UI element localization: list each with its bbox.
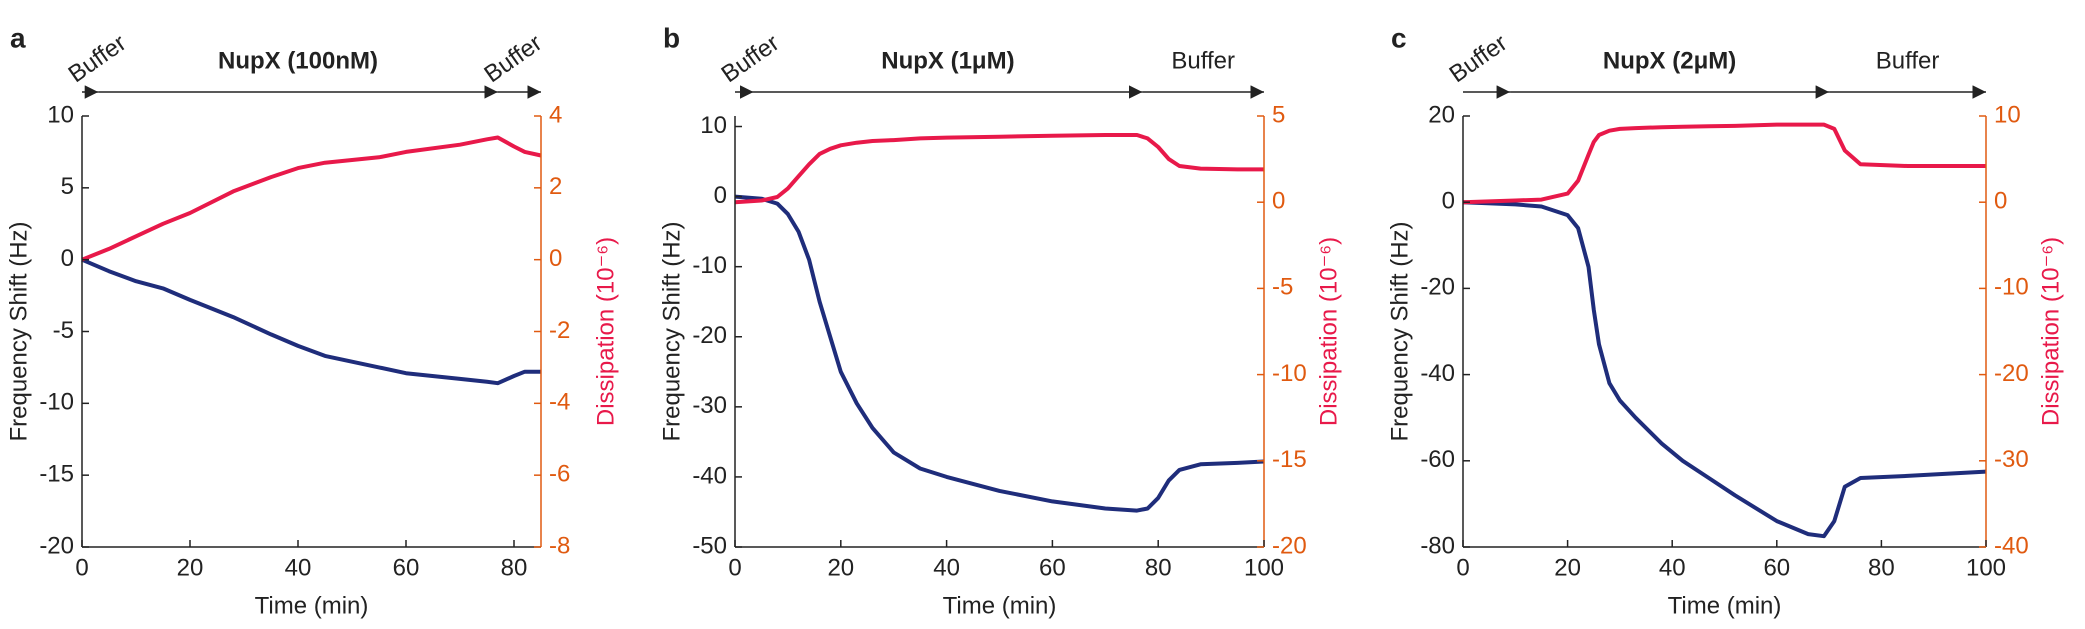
y2-tick-label: 0	[1272, 188, 1285, 215]
x-tick-label: 40	[933, 554, 960, 581]
y-axis-label: Frequency Shift (Hz)	[658, 221, 685, 441]
data-line	[81, 135, 542, 262]
y-tick-label: -80	[1420, 532, 1455, 559]
x-tick-label: 80	[1868, 554, 1895, 581]
y-tick-label: -5	[53, 317, 74, 344]
y-tick-label: -40	[1420, 360, 1455, 387]
y2-axis-label: Dissipation (10⁻⁶)	[2037, 237, 2064, 426]
x-tick-label: 60	[393, 554, 420, 581]
y2-tick-label: -5	[1272, 274, 1293, 301]
phase-label: Buffer	[1171, 47, 1235, 74]
x-axis-label: Time (min)	[1668, 592, 1782, 619]
y2-tick-label: 5	[1272, 101, 1285, 128]
y-tick-label: 0	[714, 182, 727, 209]
phase-label: NupX (1μM)	[881, 47, 1014, 74]
panel-label: a	[10, 22, 26, 53]
x-tick-label: 20	[827, 554, 854, 581]
x-axis-label: Time (min)	[943, 592, 1057, 619]
y2-tick-label: -15	[1272, 446, 1307, 473]
x-tick-label: 60	[1763, 554, 1790, 581]
data-line	[734, 194, 1265, 513]
y2-tick-label: -6	[549, 461, 570, 488]
y-tick-label: -60	[1420, 446, 1455, 473]
y2-tick-label: -20	[1272, 532, 1307, 559]
data-line	[1462, 200, 1987, 539]
y-tick-label: 10	[47, 101, 74, 128]
x-tick-label: 80	[1145, 554, 1172, 581]
y2-tick-label: 10	[1994, 101, 2021, 128]
y2-tick-label: 4	[549, 101, 562, 128]
y2-tick-label: -8	[549, 532, 570, 559]
y-tick-label: 0	[61, 245, 74, 272]
phase-label: NupX (100nM)	[218, 47, 378, 74]
y2-tick-label: 0	[1994, 188, 2007, 215]
y2-tick-label: -4	[549, 389, 570, 416]
x-axis-label: Time (min)	[255, 592, 369, 619]
x-tick-label: 40	[1659, 554, 1686, 581]
y-tick-label: -30	[692, 392, 727, 419]
phase-label: NupX (2μM)	[1603, 47, 1736, 74]
y-tick-label: 0	[1442, 188, 1455, 215]
y-tick-label: -15	[39, 461, 74, 488]
y2-tick-label: -20	[1994, 360, 2029, 387]
x-tick-label: 0	[75, 554, 88, 581]
y-tick-label: -20	[692, 322, 727, 349]
phase-label: Buffer	[1876, 47, 1940, 74]
y-tick-label: 10	[700, 112, 727, 139]
data-line	[734, 133, 1264, 205]
y2-axis-label: Dissipation (10⁻⁶)	[1315, 237, 1342, 426]
y2-tick-label: -10	[1994, 274, 2029, 301]
y2-tick-label: 2	[549, 173, 562, 200]
y-tick-label: -20	[39, 532, 74, 559]
y2-tick-label: -10	[1272, 360, 1307, 387]
y2-tick-label: -40	[1994, 532, 2029, 559]
x-tick-label: 40	[285, 554, 312, 581]
x-tick-label: 0	[1456, 554, 1469, 581]
y-tick-label: 20	[1428, 101, 1455, 128]
phase-label: Buffer	[717, 30, 785, 89]
x-tick-label: 0	[728, 554, 741, 581]
x-tick-label: 100	[1966, 554, 2006, 581]
y2-tick-label: 0	[549, 245, 562, 272]
x-tick-label: 20	[1554, 554, 1581, 581]
x-tick-label: 20	[177, 554, 204, 581]
x-tick-label: 100	[1244, 554, 1284, 581]
panel-label: c	[1391, 22, 1407, 53]
y-tick-label: -40	[692, 462, 727, 489]
y-tick-label: 5	[61, 173, 74, 200]
y-axis-label: Frequency Shift (Hz)	[1386, 221, 1413, 441]
data-line	[81, 257, 541, 386]
data-line	[1462, 122, 1986, 205]
y2-tick-label: -2	[549, 317, 570, 344]
panel-label: b	[663, 22, 680, 53]
y-tick-label: -20	[1420, 274, 1455, 301]
phase-label: Buffer	[1445, 30, 1513, 89]
phase-label: Buffer	[64, 30, 132, 89]
y2-axis-label: Dissipation (10⁻⁶)	[592, 237, 619, 426]
y-tick-label: -10	[692, 252, 727, 279]
y-tick-label: -50	[692, 532, 727, 559]
y-tick-label: -10	[39, 389, 74, 416]
x-tick-label: 60	[1039, 554, 1066, 581]
phase-label: Buffer	[479, 30, 547, 89]
x-tick-label: 80	[501, 554, 528, 581]
y-axis-label: Frequency Shift (Hz)	[5, 221, 32, 441]
y2-tick-label: -30	[1994, 446, 2029, 473]
